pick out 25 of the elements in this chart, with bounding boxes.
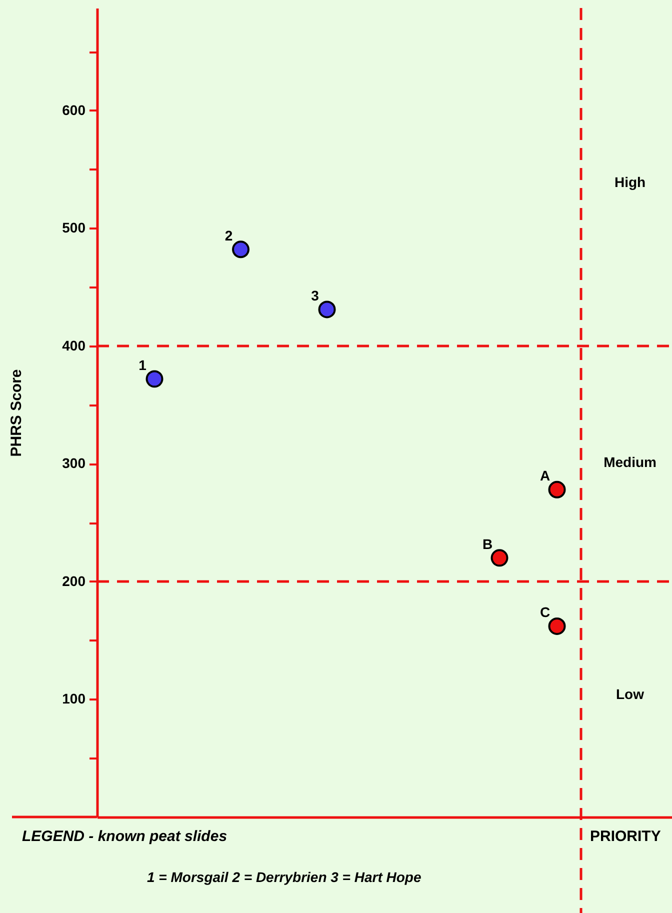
point: [146, 370, 164, 388]
series-label: 2: [224, 227, 233, 244]
annotation: Low: [616, 686, 644, 702]
text: LEGEND - known peat slides: [22, 828, 228, 845]
y-tick-label: 500: [62, 220, 86, 236]
point: [232, 240, 250, 258]
y-tick-label: 600: [62, 102, 86, 118]
y-tick-label: 200: [62, 572, 86, 589]
series-label: B: [482, 536, 493, 552]
text: 1 = Morsgail 2 = Derrybrien 3 = Hart Hope: [147, 869, 422, 885]
series-label: 3: [311, 287, 320, 304]
y-tick-label: 100: [62, 690, 86, 707]
point: [490, 549, 508, 567]
annotation: Medium: [604, 454, 656, 470]
y-tick-label: 400: [62, 337, 86, 354]
series-label: A: [540, 468, 550, 484]
series-label: C: [540, 604, 550, 620]
text: PRIORITY: [590, 828, 661, 845]
annotation: High: [614, 174, 646, 190]
y-tick-label: 300: [62, 455, 86, 472]
point: [548, 480, 566, 498]
point: [318, 300, 336, 318]
series-label: 1: [138, 356, 147, 373]
point: [548, 618, 566, 635]
y-axis-title: PHRS Score: [8, 369, 26, 457]
